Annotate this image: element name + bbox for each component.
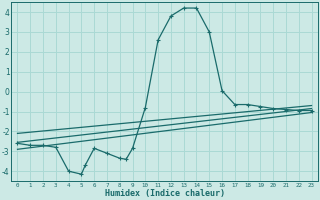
X-axis label: Humidex (Indice chaleur): Humidex (Indice chaleur): [105, 189, 225, 198]
